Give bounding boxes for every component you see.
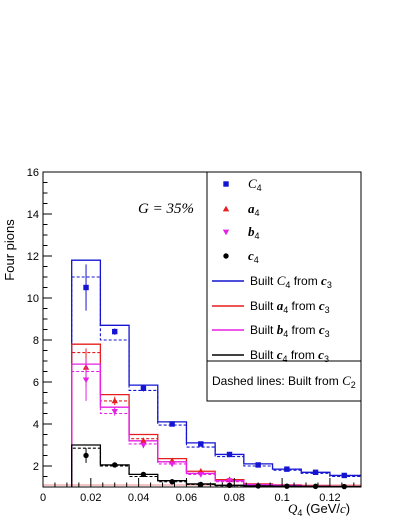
- legend-label-6: Built b4 from c3: [250, 322, 330, 339]
- y-tick-label: 14: [27, 209, 39, 221]
- x-axis-title: Q4 (GeV/c): [288, 501, 350, 518]
- hist-dashed-0: [71, 276, 361, 487]
- data-point-3: [83, 452, 89, 459]
- legend-label-2: b4: [248, 224, 260, 241]
- legend-box: [206, 171, 362, 402]
- data-point-2: [82, 377, 90, 384]
- data-point-2: [168, 461, 176, 468]
- legend-marker-3: [223, 253, 229, 259]
- annotation-label: G = 35%: [138, 201, 194, 217]
- y-tick-label: 4: [33, 419, 39, 431]
- data-point-3: [169, 479, 175, 485]
- y-tick-label: 8: [33, 335, 39, 347]
- legend-label-0: C4: [248, 176, 262, 193]
- data-point-3: [198, 481, 204, 488]
- histograms: [43, 259, 361, 488]
- y-tick-label: 16: [27, 167, 39, 179]
- data-point-3: [140, 471, 147, 478]
- data-point-2: [140, 442, 147, 449]
- x-tick-label: 0.1: [274, 492, 289, 504]
- data-point-0: [341, 472, 347, 479]
- data-point-3: [112, 462, 118, 468]
- legend-marker-2: [222, 229, 230, 236]
- y-axis-title: Four pions: [2, 219, 17, 281]
- data-point-0: [140, 385, 147, 391]
- data-point-0: [255, 462, 261, 468]
- y-tick-label: 10: [27, 293, 39, 305]
- data-point-0: [226, 451, 233, 458]
- legend-label-7: Built c4 from c3: [250, 347, 329, 364]
- legend-label-1: a4: [248, 201, 260, 218]
- x-tick-label: 0.06: [176, 492, 197, 504]
- legend-label-3: c4: [248, 248, 259, 265]
- y-tick-label: 6: [33, 377, 39, 389]
- legend-label-4: Built C4 from c3: [250, 273, 332, 290]
- y-tick-label: 12: [27, 251, 39, 263]
- legend-marker-1: [222, 205, 230, 212]
- x-tick-label: 0.04: [128, 492, 149, 504]
- data-point-0: [83, 284, 89, 291]
- data-point-1: [111, 397, 118, 404]
- legend-label-5: Built a4 from c3: [250, 298, 330, 315]
- data-point-2: [197, 472, 205, 478]
- data-point-0: [312, 469, 319, 475]
- x-tick-label: 0: [40, 492, 46, 504]
- x-tick-label: 0.12: [319, 492, 340, 504]
- data-point-3: [284, 483, 290, 489]
- legend: C4 a4 b4 c4 Built C4 from c3 Built a4 from c3…: [206, 171, 362, 402]
- hist-solid-0: [71, 259, 361, 487]
- axes: 0 0.02 0.04 0.06 0.08 0.1 0.12 2 4 6 8 10 12 14 16: [27, 167, 355, 504]
- y-tick-label: 2: [33, 461, 39, 473]
- x-tick-label: 0.02: [80, 492, 101, 504]
- data-point-2: [111, 409, 118, 415]
- data-point-0: [112, 328, 118, 335]
- data-point-0: [198, 441, 204, 447]
- data-point-2: [226, 478, 233, 484]
- data-point-1: [140, 437, 147, 444]
- data-point-0: [284, 466, 290, 472]
- data-point-3: [312, 483, 319, 490]
- legend-marker-0: [223, 181, 229, 187]
- hist-dashed-2: [71, 370, 361, 488]
- x-tick-label: 0.08: [224, 492, 245, 504]
- data-point-0: [169, 421, 175, 427]
- legend-footer: Dashed lines: Built from C2: [212, 373, 356, 390]
